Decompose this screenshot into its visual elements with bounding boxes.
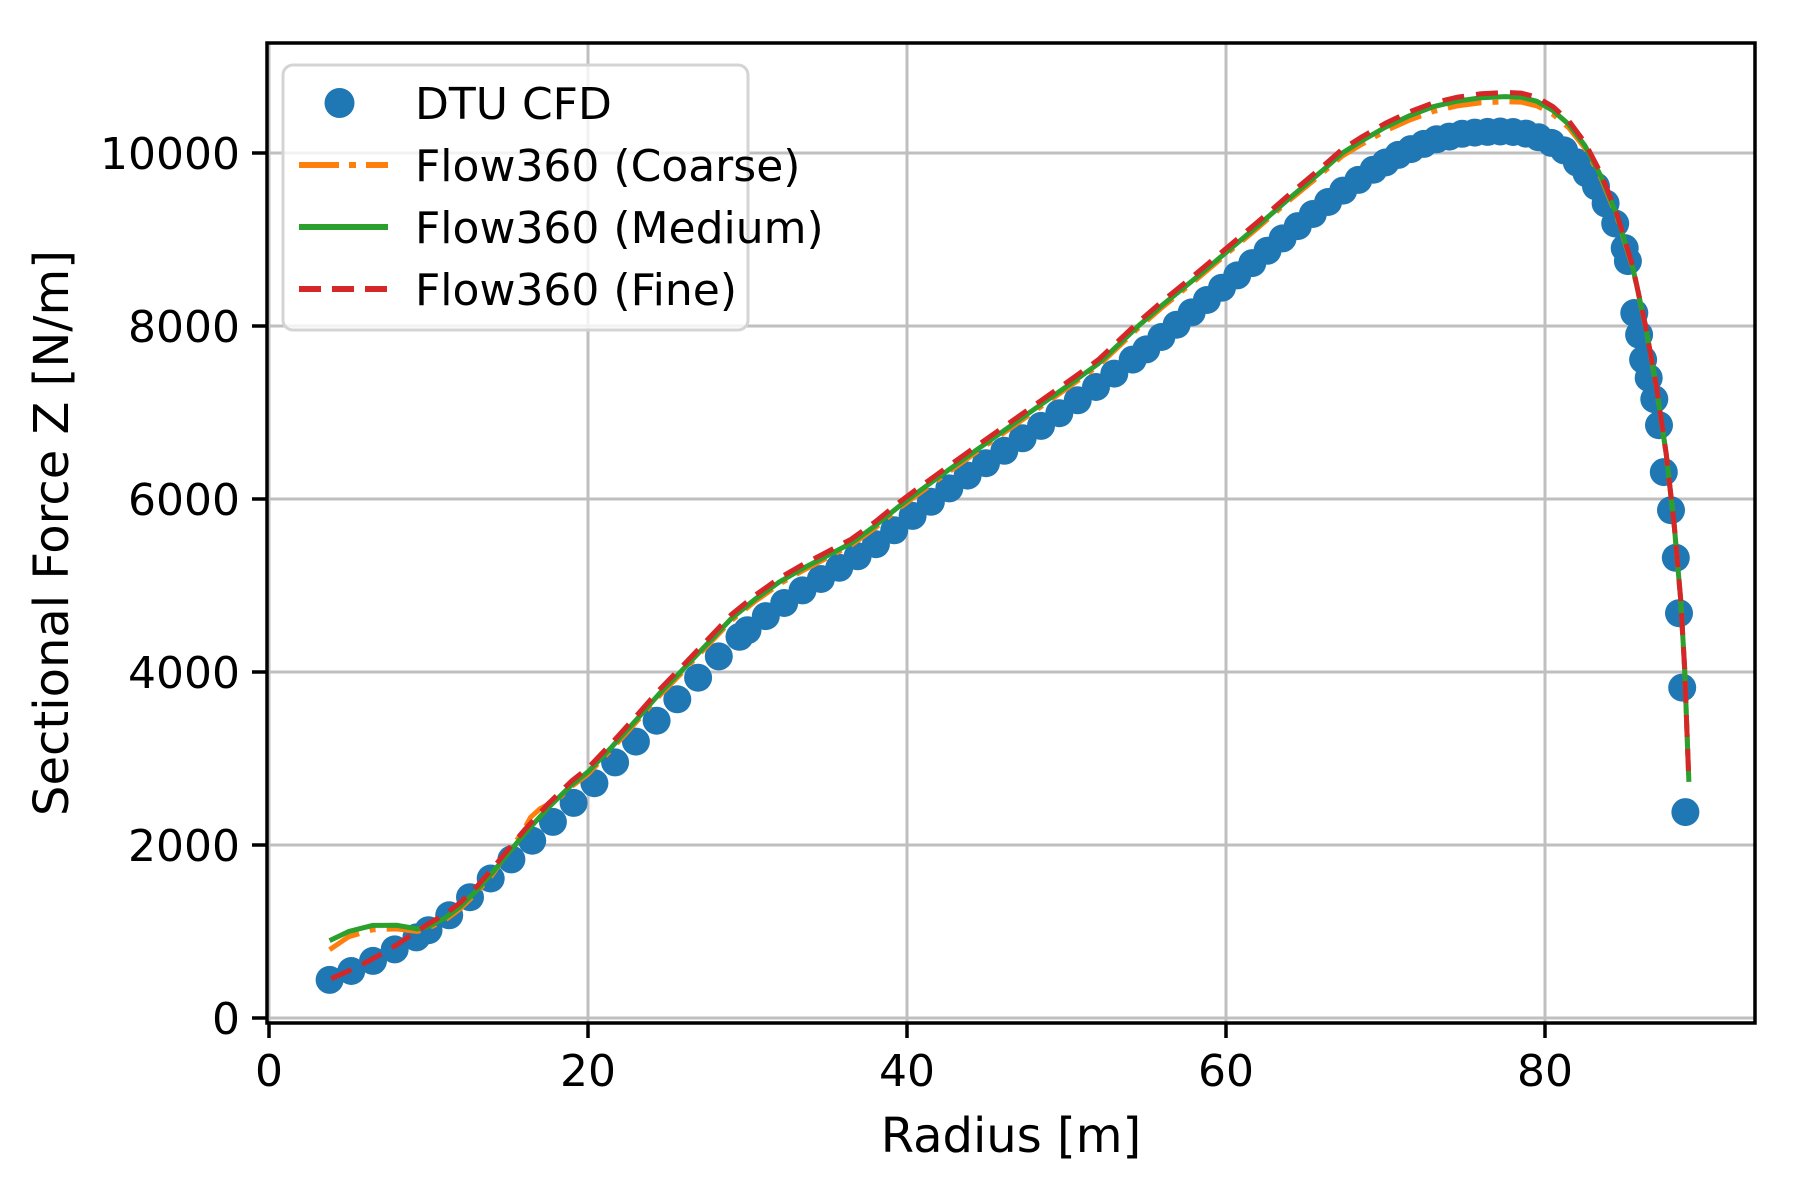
y-axis-label: Sectional Force Z [N/m] xyxy=(24,250,80,816)
x-tick-label: 0 xyxy=(255,1046,283,1097)
y-tick-label: 2000 xyxy=(128,821,240,872)
axes-spines xyxy=(265,41,1757,1025)
legend-label-dtu-cfd: DTU CFD xyxy=(415,79,612,130)
legend-label-flow360-medium: Flow360 (Medium) xyxy=(415,203,824,254)
x-tick-label: 20 xyxy=(560,1046,616,1097)
legend-marker-dtu-cfd xyxy=(324,88,355,118)
legend-item-flow360-fine: Flow360 (Fine) xyxy=(299,265,737,316)
y-tick-label: 8000 xyxy=(128,302,240,353)
x-tick-label: 60 xyxy=(1198,1046,1254,1097)
legend-item-flow360-medium: Flow360 (Medium) xyxy=(299,203,824,254)
y-tick-label: 0 xyxy=(212,994,240,1045)
legend: DTU CFD Flow360 (Coarse) Flow360 (Medium) F… xyxy=(281,63,824,332)
legend-frame xyxy=(281,63,750,332)
legend-label-flow360-fine: Flow360 (Fine) xyxy=(415,265,737,316)
flow360-fine-line xyxy=(330,89,1692,981)
dtu-cfd-points xyxy=(315,117,1700,994)
x-axis-label: Radius [m] xyxy=(881,1108,1141,1164)
legend-label-flow360-coarse: Flow360 (Coarse) xyxy=(415,141,800,192)
legend-item-flow360-coarse: Flow360 (Coarse) xyxy=(299,141,800,192)
y-tick-label: 4000 xyxy=(128,648,240,699)
x-tick-label: 40 xyxy=(879,1046,935,1097)
x-tick-label: 80 xyxy=(1517,1046,1573,1097)
tick-marks xyxy=(252,151,1547,1038)
y-tick-label: 6000 xyxy=(128,475,240,526)
y-tick-label: 10000 xyxy=(100,129,240,180)
legend-item-dtu-cfd: DTU CFD xyxy=(324,79,612,130)
